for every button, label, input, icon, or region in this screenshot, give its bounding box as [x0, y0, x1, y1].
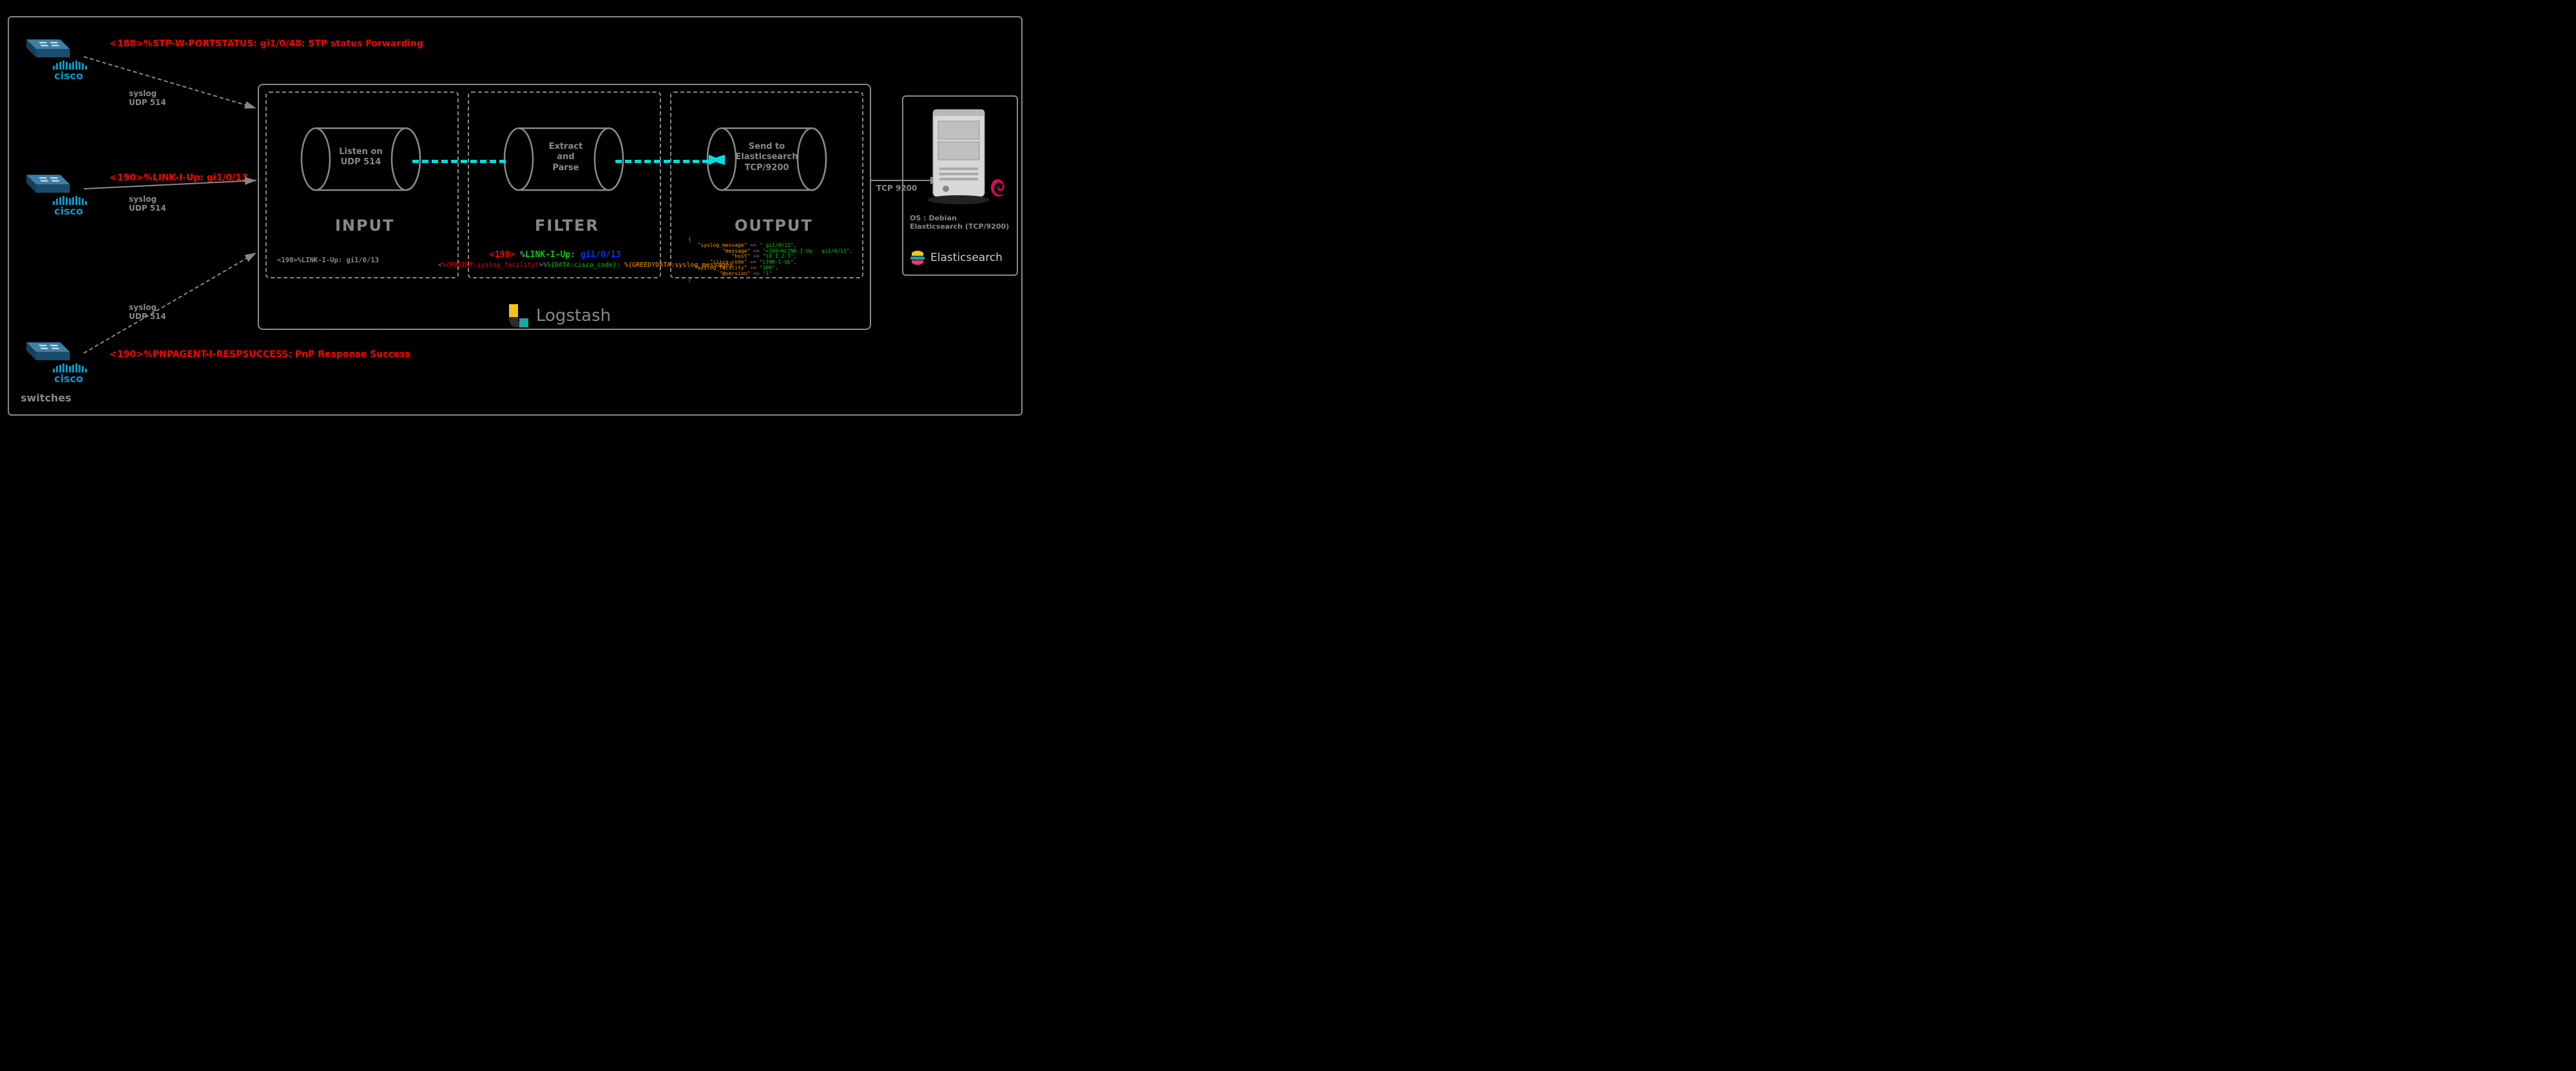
es-brand: Elasticsearch: [910, 250, 1003, 265]
arrow-to-es: [0, 0, 1031, 429]
server-icon: [920, 103, 997, 206]
elasticsearch-icon: [910, 250, 925, 265]
debian-icon: [990, 178, 1006, 198]
es-os-label: OS : Debian Elasticsearch (TCP/9200): [910, 214, 1009, 231]
